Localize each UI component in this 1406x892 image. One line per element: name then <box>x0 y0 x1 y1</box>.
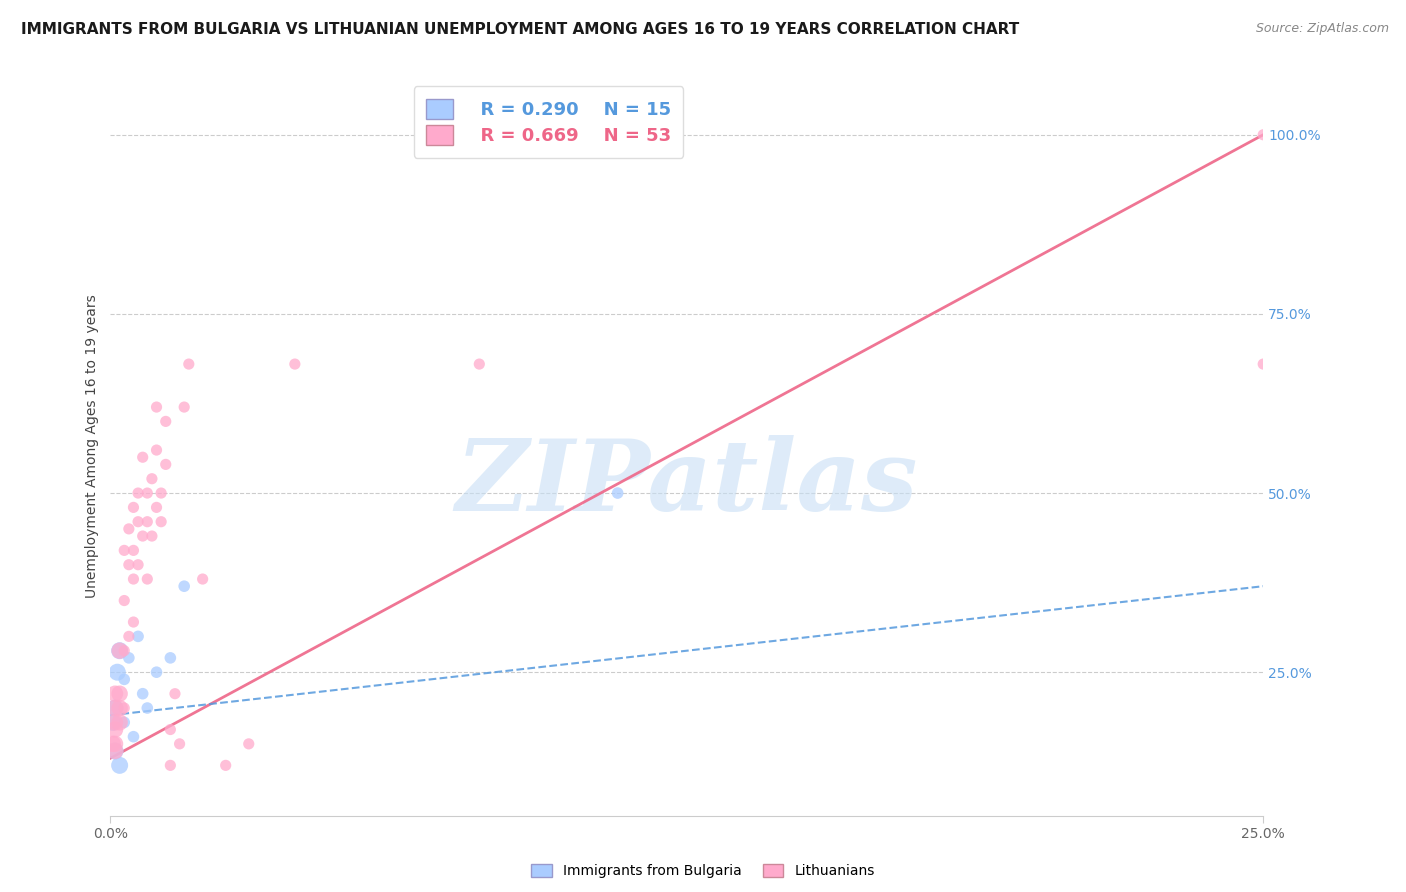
Point <box>150 486 173 500</box>
Point <box>141 529 163 543</box>
Point <box>145 665 167 680</box>
Point <box>118 558 141 572</box>
Text: IMMIGRANTS FROM BULGARIA VS LITHUANIAN UNEMPLOYMENT AMONG AGES 16 TO 19 YEARS CO: IMMIGRANTS FROM BULGARIA VS LITHUANIAN U… <box>21 22 1019 37</box>
Y-axis label: Unemployment Among Ages 16 to 19 years: Unemployment Among Ages 16 to 19 years <box>86 294 100 599</box>
Point <box>159 651 181 665</box>
Point <box>127 515 149 529</box>
Point <box>122 572 145 586</box>
Point <box>284 357 307 371</box>
Point <box>112 543 135 558</box>
Point <box>108 643 131 657</box>
Point <box>238 737 260 751</box>
Point <box>122 500 145 515</box>
Point <box>104 737 127 751</box>
Legend:   R = 0.290    N = 15,   R = 0.669    N = 53: R = 0.290 N = 15, R = 0.669 N = 53 <box>413 87 683 158</box>
Point <box>108 701 131 715</box>
Point <box>136 572 159 586</box>
Point <box>122 730 145 744</box>
Point <box>136 701 159 715</box>
Text: Source: ZipAtlas.com: Source: ZipAtlas.com <box>1256 22 1389 36</box>
Point <box>177 357 200 371</box>
Point <box>122 615 145 629</box>
Point <box>108 758 131 772</box>
Point <box>131 529 153 543</box>
Point <box>112 701 135 715</box>
Point <box>101 737 124 751</box>
Point <box>1251 128 1274 142</box>
Point <box>108 687 131 701</box>
Point <box>173 579 195 593</box>
Point <box>145 500 167 515</box>
Point <box>136 515 159 529</box>
Text: ZIPatlas: ZIPatlas <box>456 435 918 532</box>
Point <box>163 687 186 701</box>
Point <box>104 687 127 701</box>
Point <box>104 744 127 758</box>
Point <box>127 558 149 572</box>
Point <box>652 128 675 142</box>
Point <box>131 687 153 701</box>
Point <box>105 665 128 680</box>
Point <box>118 522 141 536</box>
Point <box>108 643 131 657</box>
Point <box>101 715 124 730</box>
Point <box>215 758 238 772</box>
Point <box>104 701 127 715</box>
Point <box>159 758 181 772</box>
Point <box>191 572 214 586</box>
Point <box>104 715 127 730</box>
Point <box>112 593 135 607</box>
Point <box>1251 357 1274 371</box>
Point <box>118 629 141 643</box>
Point <box>606 486 628 500</box>
Point <box>150 515 173 529</box>
Point <box>104 701 127 715</box>
Point <box>173 400 195 414</box>
Point <box>145 400 167 414</box>
Point <box>112 643 135 657</box>
Point <box>169 737 191 751</box>
Point <box>145 443 167 458</box>
Point <box>155 414 177 428</box>
Point <box>104 744 127 758</box>
Point <box>118 651 141 665</box>
Point <box>127 486 149 500</box>
Legend: Immigrants from Bulgaria, Lithuanians: Immigrants from Bulgaria, Lithuanians <box>524 857 882 885</box>
Point <box>468 357 491 371</box>
Point <box>122 543 145 558</box>
Point <box>136 486 159 500</box>
Point <box>112 715 135 730</box>
Point <box>112 673 135 687</box>
Point <box>155 458 177 472</box>
Point <box>127 629 149 643</box>
Point <box>131 450 153 465</box>
Point <box>141 472 163 486</box>
Point <box>104 723 127 737</box>
Point <box>108 715 131 730</box>
Point <box>159 723 181 737</box>
